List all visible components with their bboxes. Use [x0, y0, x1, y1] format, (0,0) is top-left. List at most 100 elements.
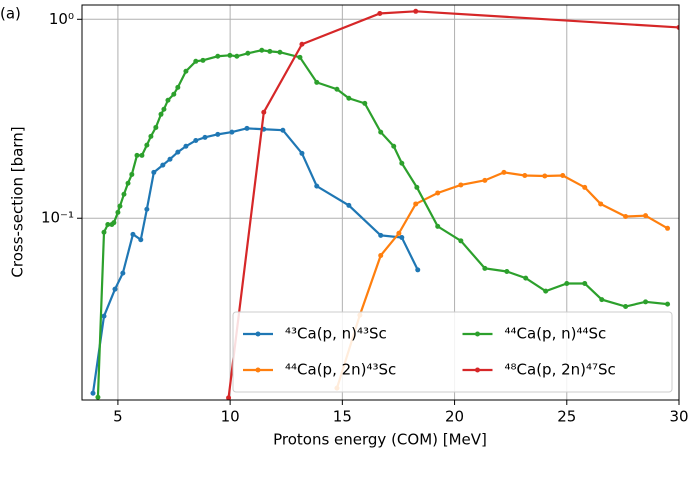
- data-point: [130, 231, 136, 237]
- data-point: [504, 268, 510, 274]
- data-point: [314, 183, 320, 189]
- data-point: [134, 152, 140, 158]
- data-point: [226, 395, 232, 400]
- data-point: [346, 95, 352, 101]
- data-point: [297, 54, 303, 60]
- x-tick-label: 15: [333, 408, 352, 426]
- data-point: [396, 230, 402, 236]
- data-point: [227, 52, 233, 58]
- legend: ⁴³Ca(p, n)⁴³Sc ⁴⁴Ca(p, 2n)⁴³Sc ⁴⁴Ca(p, n)⁴…: [232, 311, 673, 393]
- data-point: [346, 202, 352, 208]
- data-point: [171, 91, 177, 97]
- data-point: [95, 394, 101, 400]
- data-point: [101, 229, 107, 235]
- data-point: [582, 184, 588, 190]
- data-point: [599, 297, 605, 303]
- data-point: [414, 184, 420, 190]
- data-point: [415, 267, 421, 273]
- data-point: [299, 41, 305, 47]
- data-point: [334, 86, 340, 92]
- data-point: [378, 129, 384, 135]
- data-point: [676, 24, 679, 30]
- series-line: [227, 10, 679, 399]
- legend-marker: [255, 331, 261, 337]
- x-tick-label: 30: [669, 408, 688, 426]
- data-point: [399, 235, 405, 241]
- data-point: [148, 133, 154, 139]
- data-point: [623, 214, 629, 220]
- data-point: [458, 182, 464, 188]
- data-point: [244, 125, 250, 131]
- data-point: [522, 172, 528, 178]
- legend-label: ⁴⁴Ca(p, 2n)⁴³Sc: [285, 361, 396, 379]
- data-point: [413, 8, 419, 14]
- legend-marker: [255, 367, 261, 373]
- data-point: [482, 177, 488, 183]
- data-point: [665, 225, 671, 231]
- data-point: [144, 142, 150, 148]
- data-point: [277, 49, 283, 55]
- data-point: [111, 220, 117, 226]
- data-point: [564, 280, 570, 286]
- data-point: [115, 209, 121, 215]
- data-point: [121, 191, 127, 197]
- legend-label: ⁴³Ca(p, n)⁴³Sc: [285, 325, 387, 343]
- data-point: [161, 106, 167, 112]
- data-point: [138, 237, 144, 243]
- data-point: [482, 265, 488, 271]
- data-point: [112, 286, 118, 292]
- x-tick-label: 25: [557, 408, 576, 426]
- data-point: [643, 299, 649, 305]
- data-point: [105, 222, 111, 228]
- y-tick-label: 10⁻¹: [41, 209, 74, 227]
- data-point: [399, 160, 405, 166]
- data-point: [175, 84, 181, 90]
- data-point: [458, 238, 464, 244]
- data-point: [259, 47, 265, 53]
- data-point: [200, 57, 206, 63]
- data-point: [391, 143, 397, 149]
- x-tick-label: 5: [113, 408, 123, 426]
- legend-label: ⁴⁸Ca(p, 2n)⁴⁷Sc: [505, 361, 616, 379]
- data-point: [120, 270, 126, 276]
- data-point: [193, 137, 199, 143]
- data-point: [267, 48, 273, 54]
- data-point: [160, 162, 166, 168]
- legend-marker: [475, 367, 480, 373]
- data-point: [435, 190, 441, 196]
- data-point: [90, 390, 96, 396]
- data-point: [314, 79, 320, 85]
- y-axis-label: Cross-section [barn]: [9, 126, 27, 277]
- data-point: [229, 129, 235, 135]
- data-point: [560, 172, 566, 178]
- plot-area: [90, 8, 679, 400]
- data-point: [665, 301, 671, 307]
- data-point: [144, 206, 150, 212]
- data-point: [101, 313, 107, 319]
- data-point: [245, 50, 251, 56]
- data-point: [542, 173, 548, 179]
- data-point: [378, 252, 384, 258]
- data-point: [261, 109, 267, 115]
- data-point: [193, 58, 199, 64]
- x-tick-label: 20: [445, 408, 464, 426]
- data-point: [129, 171, 135, 177]
- y-tick-label: 10⁰: [49, 10, 74, 28]
- data-point: [299, 150, 305, 156]
- data-point: [165, 97, 171, 103]
- data-point: [158, 111, 164, 117]
- data-point: [202, 134, 208, 140]
- axes-frame: [81, 4, 680, 401]
- legend-label: ⁴⁴Ca(p, n)⁴⁴Sc: [505, 325, 607, 343]
- data-point: [234, 53, 240, 59]
- data-point: [523, 275, 529, 281]
- data-point: [582, 280, 588, 286]
- data-point: [377, 10, 383, 16]
- data-point: [117, 203, 123, 209]
- data-point: [501, 169, 507, 175]
- data-point: [183, 143, 189, 149]
- data-point: [598, 201, 604, 207]
- data-point: [139, 152, 145, 158]
- data-point: [413, 201, 419, 207]
